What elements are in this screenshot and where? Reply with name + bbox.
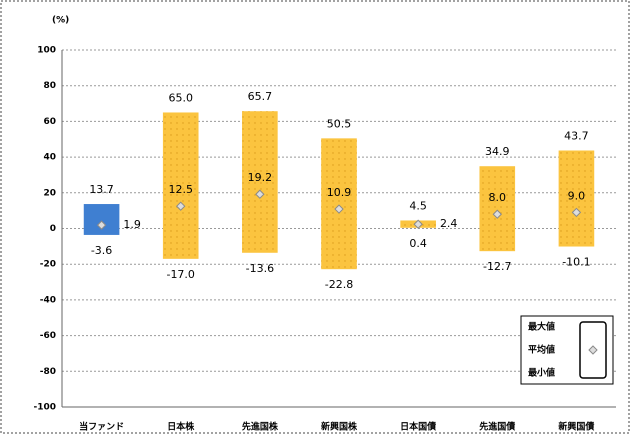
bar-texture xyxy=(479,166,516,252)
average-marker xyxy=(96,220,107,230)
y-tick-label: 40 xyxy=(43,153,56,163)
x-tick-label: 日本株 xyxy=(167,421,195,433)
average-label: 12.5 xyxy=(168,183,193,196)
max-label: 50.5 xyxy=(327,117,352,130)
min-label: -10.1 xyxy=(562,256,590,269)
x-tick-label: 新興国債 xyxy=(558,421,594,433)
average-label: 10.9 xyxy=(327,186,352,199)
x-tick-label: 先進国債 xyxy=(479,421,515,433)
bar-texture xyxy=(162,112,199,259)
average-marker xyxy=(413,219,423,229)
legend-label: 最小値 xyxy=(528,367,555,379)
y-tick-label: -20 xyxy=(40,260,56,270)
average-label: 2.4 xyxy=(440,217,458,230)
unit-label: (%) xyxy=(52,16,69,26)
x-tick-label: 当ファンド xyxy=(79,421,124,433)
average-label: 9.0 xyxy=(568,189,586,202)
y-tick-label: -40 xyxy=(40,295,56,305)
y-tick-label: 80 xyxy=(43,81,56,91)
max-label: 43.7 xyxy=(564,129,589,142)
y-tick-label: 100 xyxy=(37,46,56,56)
average-marker xyxy=(255,189,265,199)
x-tick-label: 日本国債 xyxy=(400,421,436,433)
min-label: -22.8 xyxy=(325,278,353,291)
bar-texture xyxy=(242,111,278,253)
y-tick-label: 0 xyxy=(50,224,56,234)
min-label: -17.0 xyxy=(166,268,194,281)
legend-marker xyxy=(588,345,598,355)
min-label: -12.7 xyxy=(483,260,511,273)
max-label: 13.7 xyxy=(89,183,114,196)
max-label: 65.0 xyxy=(168,91,193,104)
average-label: 8.0 xyxy=(489,191,507,204)
x-tick-label: 先進国株 xyxy=(242,421,279,433)
min-label: -3.6 xyxy=(91,244,112,257)
max-label: 34.9 xyxy=(485,145,510,158)
max-label: 65.7 xyxy=(248,90,273,103)
min-label: -13.6 xyxy=(246,262,274,275)
average-label: 1.9 xyxy=(123,218,141,231)
max-label: 4.5 xyxy=(409,199,427,212)
average-marker xyxy=(571,207,582,218)
x-tick-label: 新興国株 xyxy=(321,421,358,433)
average-marker xyxy=(176,201,186,211)
average-marker xyxy=(492,209,502,219)
bar-texture xyxy=(321,138,357,270)
min-label: 0.4 xyxy=(409,237,427,250)
legend-label: 最大値 xyxy=(528,321,555,333)
y-tick-label: 60 xyxy=(43,117,56,127)
y-tick-label: -80 xyxy=(40,367,56,377)
y-tick-label: -60 xyxy=(40,331,56,341)
legend-label: 平均値 xyxy=(528,344,555,356)
bar-texture xyxy=(558,150,595,247)
average-marker xyxy=(334,204,344,214)
y-tick-label: 20 xyxy=(43,188,56,198)
average-label: 19.2 xyxy=(248,171,273,184)
y-tick-label: -100 xyxy=(33,403,56,413)
